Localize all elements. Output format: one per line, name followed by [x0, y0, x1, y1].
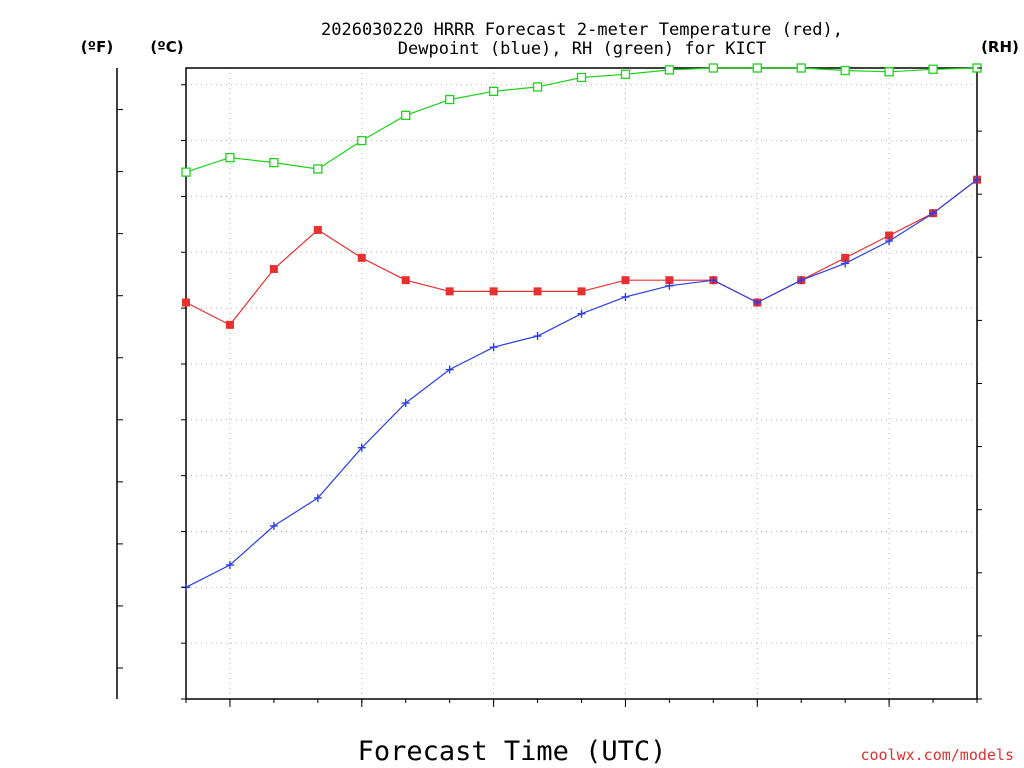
temperature-point-11: [665, 276, 674, 285]
temperature-point-2: [269, 265, 278, 274]
temperature-point-4: [357, 253, 366, 262]
dewpoint-point-5: [401, 399, 410, 408]
celsius-axis-label: (ºC): [150, 38, 183, 56]
rh-point-9: [576, 72, 587, 83]
x-axis-title: Forecast Time (UTC): [358, 736, 667, 767]
temperature-point-1: [225, 320, 234, 329]
temperature-point-6: [445, 287, 454, 296]
chart-title-line1: 2026030220 HRRR Forecast 2-meter Tempera…: [321, 20, 843, 40]
dewpoint-point-7: [489, 343, 498, 352]
tick-labels: [117, 67, 982, 707]
rh-point-14: [796, 63, 806, 73]
rh-point-11: [664, 65, 675, 75]
grid-lines: [186, 68, 977, 699]
fahrenheit-axis-label: (ºF): [81, 38, 113, 56]
rh-point-16: [884, 67, 894, 77]
rh-point-13: [752, 63, 762, 73]
rh-point-12: [708, 63, 718, 73]
temperature-point-5: [401, 276, 410, 285]
data-series: [181, 63, 982, 592]
dewpoint-series: [182, 175, 981, 592]
dewpoint-point-1: [225, 560, 234, 569]
rh-point-5: [401, 110, 411, 120]
temperature-point-3: [313, 225, 322, 234]
temperature-point-10: [621, 276, 630, 285]
dewpoint-point-11: [665, 281, 674, 290]
temperature-point-16: [885, 231, 894, 240]
chart-title-line2: Dewpoint (blue), RH (green) for KICT: [398, 39, 766, 59]
rh-point-6: [445, 94, 455, 105]
temperature-point-8: [533, 287, 542, 296]
temperature-point-0: [182, 298, 190, 307]
dewpoint-point-8: [533, 332, 542, 341]
rh-line: [185, 67, 978, 173]
dewpoint-point-13: [753, 298, 762, 307]
rh-point-3: [313, 164, 323, 174]
rh-point-7: [488, 86, 499, 96]
plot-frame: [185, 67, 978, 700]
dewpoint-point-10: [621, 292, 630, 301]
watermark-text: coolwx.com/models: [860, 746, 1014, 764]
rh-point-8: [532, 82, 543, 92]
dewpoint-point-2: [269, 521, 278, 530]
rh-point-10: [620, 69, 631, 79]
rh-point-1: [225, 152, 235, 163]
dewpoint-point-16: [885, 237, 894, 246]
rh-point-0: [181, 167, 191, 177]
dewpoint-point-4: [357, 443, 366, 452]
temperature-point-15: [841, 253, 850, 262]
rh-point-4: [357, 135, 367, 146]
dewpoint-point-14: [797, 276, 806, 285]
dewpoint-point-18: [973, 175, 981, 184]
rh-point-2: [269, 157, 279, 168]
rh-point-17: [928, 64, 938, 74]
chart-axes: [116, 67, 978, 700]
dewpoint-point-6: [445, 365, 454, 374]
rh-series: [181, 63, 982, 177]
dewpoint-point-12: [709, 276, 718, 285]
dewpoint-point-3: [313, 493, 322, 502]
rh-axis-label: (RH): [981, 38, 1019, 56]
temperature-point-9: [577, 287, 586, 296]
temperature-point-7: [489, 287, 498, 296]
dewpoint-point-15: [841, 259, 850, 268]
rh-point-15: [840, 65, 850, 76]
dewpoint-point-9: [577, 309, 586, 318]
dewpoint-point-17: [929, 209, 938, 218]
